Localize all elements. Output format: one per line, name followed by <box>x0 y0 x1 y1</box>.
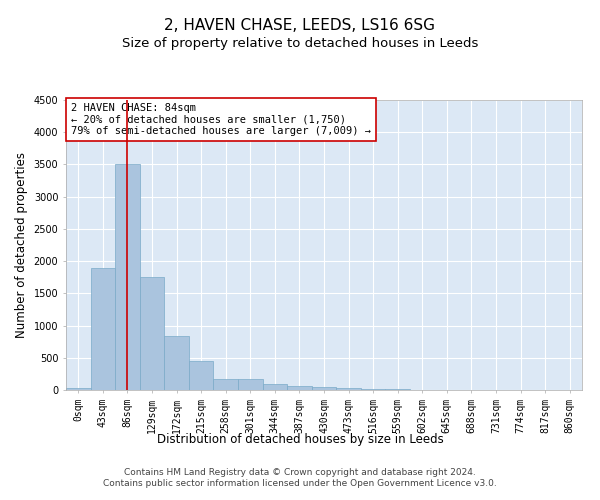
Text: Contains HM Land Registry data © Crown copyright and database right 2024.
Contai: Contains HM Land Registry data © Crown c… <box>103 468 497 487</box>
Bar <box>214 378 238 390</box>
Bar <box>312 387 336 390</box>
Bar <box>238 380 263 390</box>
Bar <box>164 336 189 390</box>
Bar <box>115 164 140 390</box>
Bar <box>336 388 361 390</box>
Y-axis label: Number of detached properties: Number of detached properties <box>15 152 28 338</box>
Bar <box>287 386 312 390</box>
Bar <box>66 388 91 390</box>
Bar <box>91 268 115 390</box>
Text: Distribution of detached houses by size in Leeds: Distribution of detached houses by size … <box>157 432 443 446</box>
Bar <box>140 276 164 390</box>
Text: 2, HAVEN CHASE, LEEDS, LS16 6SG: 2, HAVEN CHASE, LEEDS, LS16 6SG <box>164 18 436 32</box>
Bar <box>263 384 287 390</box>
Text: Size of property relative to detached houses in Leeds: Size of property relative to detached ho… <box>122 38 478 51</box>
Bar <box>361 388 385 390</box>
Bar <box>189 361 214 390</box>
Text: 2 HAVEN CHASE: 84sqm
← 20% of detached houses are smaller (1,750)
79% of semi-de: 2 HAVEN CHASE: 84sqm ← 20% of detached h… <box>71 103 371 136</box>
